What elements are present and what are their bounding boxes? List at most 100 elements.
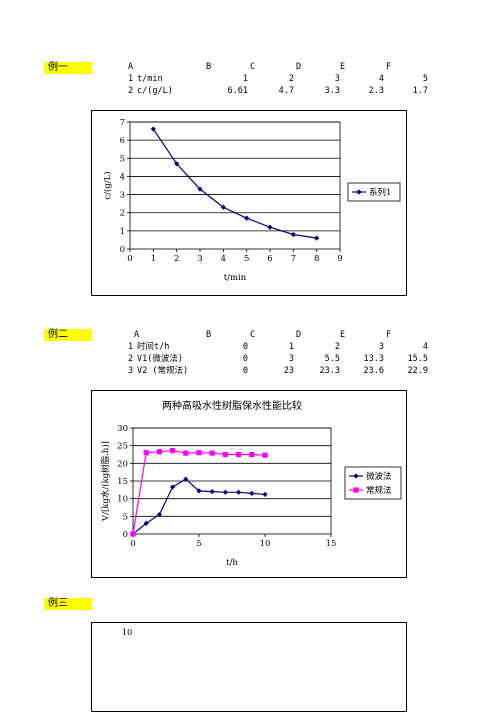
y-tick-label: 30 <box>117 424 128 434</box>
data-point <box>196 450 202 456</box>
data-point <box>156 449 162 455</box>
cell: 0 <box>242 354 248 364</box>
x-tick-label: 6 <box>267 254 272 264</box>
col-header-f: F <box>386 330 392 340</box>
data-point <box>262 452 268 458</box>
legend-box <box>344 466 402 500</box>
row-name: 时间t/h <box>137 342 170 352</box>
cell: 4 <box>422 342 428 352</box>
data-point <box>143 450 149 456</box>
row-name: t/min <box>137 74 163 84</box>
y-tick-label: 4 <box>120 172 125 182</box>
cell: 3 <box>334 74 340 84</box>
y-tick-label: 10 <box>122 628 133 637</box>
y-tick-label: 2 <box>120 209 125 219</box>
y-tick-label: 15 <box>117 477 128 487</box>
cell: 1 <box>242 74 248 84</box>
legend-marker <box>353 473 359 479</box>
x-axis-label: t/h <box>226 558 238 568</box>
col-header-d: D <box>296 62 302 72</box>
y-tick-label: 1 <box>120 227 125 237</box>
y-axis-label: V/[kg水/(kg树脂.h)] <box>100 441 111 522</box>
x-tick-label: 1 <box>151 254 156 264</box>
col-header-c: C <box>250 330 256 340</box>
col-header-d: D <box>296 330 302 340</box>
data-point <box>170 448 176 454</box>
example-2-label: 例二 <box>44 329 92 341</box>
y-axis-label: c/(g/L) <box>102 171 113 199</box>
x-tick-label: 15 <box>326 539 337 549</box>
series-line <box>152 128 317 239</box>
legend-box <box>347 182 401 202</box>
plot-area <box>129 121 341 250</box>
row-name: V1(微波法) <box>137 354 183 364</box>
data-point <box>197 186 203 192</box>
data-point <box>130 531 136 537</box>
x-tick-label: 0 <box>127 254 132 264</box>
y-tick-label: 10 <box>117 495 128 505</box>
data-point <box>244 215 250 221</box>
cell: 2 <box>334 342 340 352</box>
cell: 15.5 <box>407 354 428 364</box>
data-point <box>183 476 189 482</box>
col-header-c: C <box>250 62 256 72</box>
y-tick-label: 0 <box>123 530 128 540</box>
row-number: 2 <box>128 86 134 96</box>
col-header-e: E <box>340 62 346 72</box>
cell: 22.9 <box>407 366 428 376</box>
row-number: 1 <box>128 74 134 84</box>
y-tick-label: 5 <box>123 512 128 522</box>
example-1-label: 例一 <box>44 62 92 74</box>
x-tick-label: 4 <box>221 254 226 264</box>
x-axis-label: t/min <box>224 273 247 283</box>
cell: 6.61 <box>227 86 248 96</box>
y-tick-label: 25 <box>117 442 128 452</box>
data-point <box>156 511 162 518</box>
data-point <box>236 451 242 458</box>
y-tick-label: 3 <box>120 191 125 201</box>
data-point <box>262 491 268 498</box>
cell: 1 <box>288 342 294 352</box>
y-tick-label: 6 <box>120 136 125 146</box>
x-tick-label: 5 <box>196 539 201 549</box>
data-point <box>170 484 176 490</box>
cell: 5 <box>422 74 428 84</box>
col-header-b: B <box>206 330 212 340</box>
col-header-f: F <box>386 62 392 72</box>
cell: 23.6 <box>363 366 384 376</box>
y-tick-label: 5 <box>120 154 125 164</box>
x-tick-label: 8 <box>314 254 319 264</box>
cell: 4.7 <box>278 86 294 96</box>
legend-label: 常规法 <box>366 485 392 496</box>
data-point <box>209 450 215 456</box>
example-3-label: 例三 <box>44 598 92 610</box>
col-header-e: E <box>340 330 346 340</box>
cell: 3 <box>378 342 384 352</box>
col-header-a: A <box>128 62 134 72</box>
x-tick-label: 5 <box>244 254 249 264</box>
example-3-chart-frame: 10 <box>91 622 407 712</box>
cell: 2.3 <box>368 86 384 96</box>
data-point <box>150 126 156 132</box>
data-point <box>249 451 255 458</box>
example-2-chart-frame: 0 5 10 15 20 25 30 0 5 10 15 t/h V/[kg水/(kg树脂.h)] 两种高… <box>91 390 407 578</box>
example-1-chart-frame: 0 1 2 3 4 5 6 7 0 1 2 3 4 5 6 7 8 9 t/min c/(g/L) 系列1 <box>91 110 407 296</box>
y-tick-label: 20 <box>117 459 128 469</box>
x-tick-label: 3 <box>197 254 202 264</box>
row-name: V2 (常规法) <box>137 366 189 376</box>
cell: 4 <box>378 74 384 84</box>
col-header-a: A <box>134 330 140 340</box>
cell: 5.5 <box>324 354 340 364</box>
row-number: 1 <box>128 342 134 352</box>
chart-title: 两种高吸水性树脂保水性能比较 <box>162 399 302 412</box>
x-tick-label: 2 <box>174 254 179 264</box>
x-tick-label: 0 <box>130 539 135 549</box>
cell: 3.3 <box>324 86 340 96</box>
cell: 0 <box>242 366 248 376</box>
y-tick-label: 7 <box>120 118 125 128</box>
cell: 3 <box>288 354 294 364</box>
legend-label: 系列1 <box>369 187 391 198</box>
x-tick-label: 10 <box>260 539 271 549</box>
col-header-b: B <box>206 62 212 72</box>
row-number: 3 <box>128 366 134 376</box>
